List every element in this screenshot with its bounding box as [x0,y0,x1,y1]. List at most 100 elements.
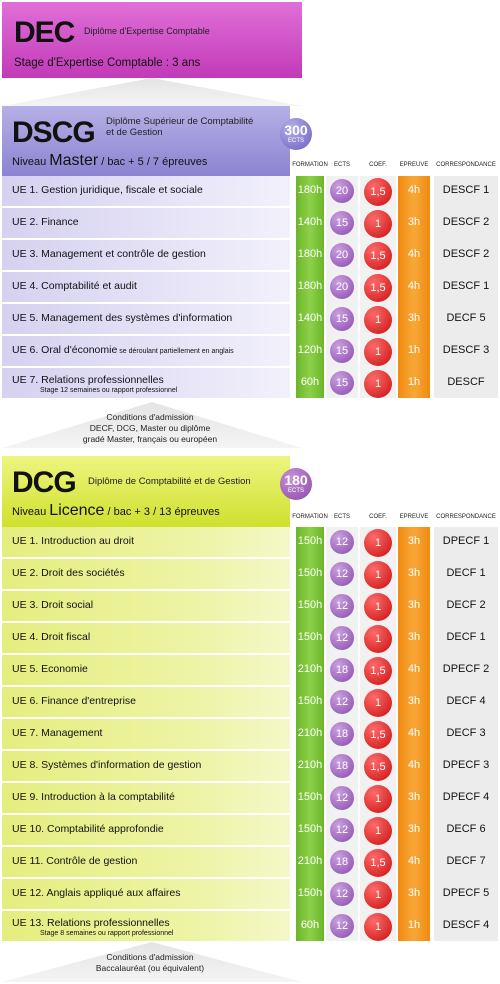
dcg-niveau-suffix: / bac + 3 / 13 épreuves [104,506,220,518]
dcg-row-label-text: UE 7. Management [12,727,103,739]
dscg-col-bg-r [434,176,498,398]
dcg-conditions: Conditions d'admission Baccalauréat (ou … [40,952,260,974]
dcg-correspondance: DECF 3 [446,727,486,739]
dec-full-name: Diplôme d'Expertise Comptable [84,26,210,36]
dscg-correspondance: DESCF 2 [442,216,490,228]
dcg-row-label: UE 3. Droit social [12,599,93,611]
dscg-niveau: Niveau Master / bac + 5 / 7 épreuves [12,152,207,170]
dcg-correspondance: DPECF 5 [442,887,490,899]
dcg-formation-hours: 150h [297,631,323,643]
dcg-formation-hours: 150h [297,791,323,803]
dcg-coef-value: 1,5 [364,849,392,877]
dcg-table-row: UE 10. Comptabilité approfondie [2,815,290,845]
dscg-conditions-line2: gradé Master, français ou européen [82,434,218,444]
dcg-row-label: UE 12. Anglais appliqué aux affaires [12,887,181,899]
dcg-epreuve-duration: 3h [407,887,421,899]
dcg-epreuve-duration: 3h [407,567,421,579]
dcg-ects-value: 18 [330,658,354,682]
dcg-row-label-text: UE 4. Droit fiscal [12,631,91,643]
dscg-formation-hours: 120h [297,344,323,356]
dcg-col-header-formation: FORMATION [292,514,328,520]
dcg-coef-value: 1,5 [364,657,392,685]
dcg-table-row: UE 5. Economie [2,655,290,685]
dcg-row-label-text: UE 5. Economie [12,663,88,675]
dscg-table-row: UE 3. Management et contrôle de gestion [2,240,290,270]
dscg-ects-total: 300 [284,122,308,138]
dscg-correspondance: DESCF 1 [442,280,490,292]
dcg-table-row: UE 6. Finance d'entreprise [2,687,290,717]
dscg-ects-value: 15 [330,371,354,395]
dscg-col-header-ects: ECTS [333,162,350,168]
dscg-formation-hours: 180h [297,248,323,260]
dscg-ects-value: 15 [330,211,354,235]
dcg-row-label-text: UE 10. Comptabilité approfondie [12,823,164,835]
dcg-table-row: UE 13. Relations professionnelles Stage 8… [2,911,290,941]
dscg-col-bg-p [398,176,430,398]
dcg-correspondance: DECF 7 [446,855,486,867]
dcg-coef-value: 1 [364,529,392,557]
dscg-row-label: UE 5. Management des systèmes d'informat… [12,312,232,324]
dscg-row-label: UE 2. Finance [12,216,79,228]
dcg-row-label: UE 6. Finance d'entreprise [12,695,136,707]
dscg-row-label: UE 4. Comptabilité et audit [12,280,137,292]
dscg-coef-value: 1 [364,338,392,366]
dscg-epreuve-duration: 1h [407,344,421,356]
dcg-correspondance: DECF 4 [446,695,486,707]
dcg-niveau-prefix: Niveau [12,506,50,518]
dcg-coef-value: 1,5 [364,721,392,749]
dcg-col-header-coef: COEF. [369,514,387,520]
dcg-ects-value: 12 [330,786,354,810]
dcg-epreuve-duration: 3h [407,599,421,611]
dcg-table-row: UE 11. Contrôle de gestion [2,847,290,877]
dscg-coef-value: 1,5 [364,178,392,206]
dscg-ects-value: 20 [330,243,354,267]
dscg-row-label: UE 1. Gestion juridique, fiscale et soci… [12,184,203,196]
dcg-coef-value: 1 [364,881,392,909]
dscg-ects-value: 20 [330,275,354,299]
dcg-ects-value: 12 [330,626,354,650]
dec-arrow [2,78,302,106]
dscg-abbr: DSCG [12,116,96,149]
dcg-ects-value: 12 [330,882,354,906]
dscg-header: DSCG Diplôme Supérieur de Comptabilité e… [2,106,290,178]
dscg-row-label: UE 7. Relations professionnelles [12,374,164,386]
dcg-table-row: UE 4. Droit fiscal [2,623,290,653]
dscg-table-row: UE 6. Oral d'économie se déroulant parti… [2,336,290,366]
dcg-epreuve-duration: 3h [407,695,421,707]
dcg-table-row: UE 8. Systèmes d'information de gestion [2,751,290,781]
dscg-row-sublabel: Stage 12 semaines ou rapport professionn… [40,387,178,394]
dscg-epreuve-duration: 1h [407,376,421,388]
dscg-formation-hours: 180h [297,184,323,196]
dec-header: DEC Diplôme d'Expertise Comptable Stage … [2,2,302,78]
dcg-row-label: UE 4. Droit fiscal [12,631,90,643]
dcg-header: DCG Diplôme de Comptabilité et de Gestio… [2,456,290,528]
dcg-conditions-line1: Baccalauréat (ou équivalent) [95,963,205,973]
dscg-formation-hours: 60h [300,376,320,388]
dcg-coef-value: 1 [364,593,392,621]
dcg-row-label: UE 8. Systèmes d'information de gestion [12,759,201,771]
dscg-correspondance: DECF 5 [446,312,486,324]
dcg-formation-hours: 150h [297,695,323,707]
dcg-full-name: Diplôme de Comptabilité et de Gestion [88,476,251,487]
dscg-conditions-title: Conditions d'admission [106,412,194,422]
dcg-row-label: UE 10. Comptabilité approfondie [12,823,164,835]
dcg-ects-value: 18 [330,754,354,778]
dscg-coef-value: 1 [364,210,392,238]
dcg-col-header-ects: ECTS [333,514,350,520]
dcg-col-bg-r [434,527,498,941]
dcg-row-label: UE 9. Introduction à la comptabilité [12,791,175,803]
dcg-table-row: UE 1. Introduction au droit [2,527,290,557]
dcg-correspondance: DESCF 4 [442,919,490,931]
dcg-coef-value: 1 [364,689,392,717]
dcg-ects-total: 180 [284,472,308,488]
dscg-full-name: Diplôme Supérieur de Comptabilité et de … [106,116,253,138]
dcg-conditions-title: Conditions d'admission [106,952,194,962]
dcg-epreuve-duration: 3h [407,791,421,803]
dscg-col-header-epreuve: EPREUVE [399,162,429,168]
dcg-formation-hours: 60h [300,919,320,931]
dscg-ects-value: 15 [330,307,354,331]
dscg-row-label-text: UE 7. Relations professionnelles [12,374,164,386]
dcg-table-row: UE 12. Anglais appliqué aux affaires [2,879,290,909]
dcg-row-label-text: UE 6. Finance d'entreprise [12,695,136,707]
dcg-table-row: UE 7. Management [2,719,290,749]
